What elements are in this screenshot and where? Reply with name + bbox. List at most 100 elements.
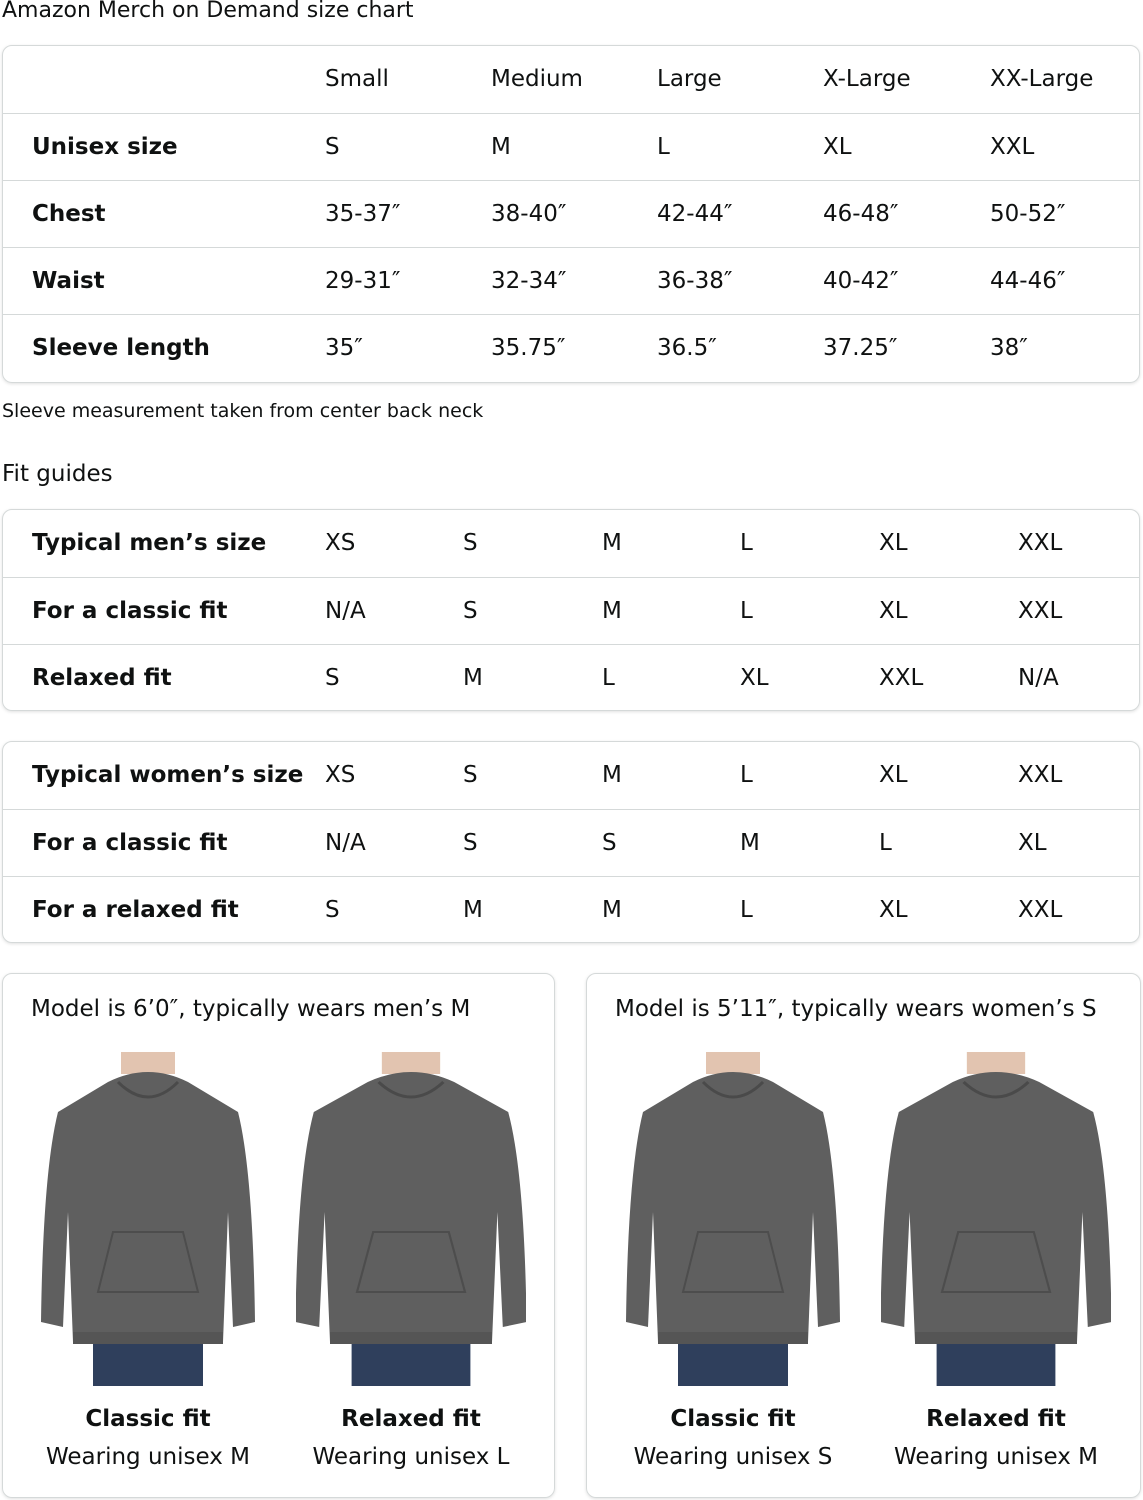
table-cell: L xyxy=(879,830,892,856)
table-cell: XL xyxy=(879,897,908,923)
hoodie-model-photo xyxy=(880,1052,1112,1386)
table-cell: M xyxy=(491,134,511,160)
fit-label: Classic fit xyxy=(670,1406,796,1432)
table-cell: XXL xyxy=(1018,897,1063,923)
table-cell: XL xyxy=(823,134,852,160)
hoodie-model-photo xyxy=(618,1052,848,1386)
table-cell: N/A xyxy=(325,598,366,624)
table-cell: M xyxy=(463,665,483,691)
wearing-size: Wearing unisex L xyxy=(312,1444,510,1470)
row-label: For a classic fit xyxy=(32,830,228,856)
table-cell: S xyxy=(325,665,340,691)
table-cell: L xyxy=(602,665,615,691)
table-row: Chest 35-37″ 38-40″ 42-44″ 46-48″ 50-52″ xyxy=(3,180,1139,248)
table-cell: 35.75″ xyxy=(491,335,566,361)
column-header: Large xyxy=(657,66,722,92)
table-cell: 50-52″ xyxy=(990,201,1066,227)
column-header: X-Large xyxy=(823,66,911,92)
header-row: Small Medium Large X-Large XX-Large xyxy=(3,46,1139,113)
wearing-size: Wearing unisex M xyxy=(45,1444,250,1470)
table-cell: L xyxy=(740,897,753,923)
table-cell: XXL xyxy=(1018,762,1063,788)
table-cell: XL xyxy=(879,530,908,556)
table-row: Waist 29-31″ 32-34″ 36-38″ 40-42″ 44-46″ xyxy=(3,247,1139,315)
row-label: Typical men’s size xyxy=(32,530,267,556)
table-cell: L xyxy=(740,530,753,556)
size-table: Small Medium Large X-Large XX-Large Unisex si… xyxy=(2,45,1140,383)
table-cell: XXL xyxy=(1018,530,1063,556)
table-row: Unisex size S M L XL XXL xyxy=(3,113,1139,181)
table-cell: 32-34″ xyxy=(491,268,567,294)
table-cell: 38-40″ xyxy=(491,201,567,227)
table-cell: 35-37″ xyxy=(325,201,401,227)
fit-guides-title: Fit guides xyxy=(2,461,113,487)
row-label: Waist xyxy=(32,268,105,294)
row-label: Sleeve length xyxy=(32,335,210,361)
table-row: Relaxed fit S M L XL XXL N/A xyxy=(3,644,1139,710)
womens-model-panel: Model is 5’11″, typically wears women’s … xyxy=(586,973,1141,1498)
table-cell: S xyxy=(463,762,478,788)
table-cell: M xyxy=(463,897,483,923)
mens-fit-table: Typical men’s size XS S M L XL XXL For a classi… xyxy=(2,509,1140,711)
table-cell: 44-46″ xyxy=(990,268,1066,294)
row-label: Chest xyxy=(32,201,106,227)
table-cell: 46-48″ xyxy=(823,201,899,227)
table-cell: 40-42″ xyxy=(823,268,899,294)
table-cell: M xyxy=(602,530,622,556)
table-cell: M xyxy=(602,598,622,624)
model-caption: Model is 6’0″, typically wears men’s M xyxy=(31,996,471,1022)
table-row: Typical women’s size XS S M L XL XXL xyxy=(3,742,1139,809)
table-cell: M xyxy=(602,762,622,788)
table-cell: XS xyxy=(325,530,356,556)
table-cell: N/A xyxy=(325,830,366,856)
womens-fit-table: Typical women’s size XS S M L XL XXL For a clas… xyxy=(2,741,1140,943)
table-cell: XL xyxy=(879,598,908,624)
table-cell: 42-44″ xyxy=(657,201,733,227)
table-cell: 37.25″ xyxy=(823,335,898,361)
table-cell: XS xyxy=(325,762,356,788)
row-label: Unisex size xyxy=(32,134,178,160)
table-cell: M xyxy=(740,830,760,856)
table-cell: S xyxy=(463,598,478,624)
table-cell: S xyxy=(602,830,617,856)
mens-model-panel: Model is 6’0″, typically wears men’s M C… xyxy=(2,973,555,1498)
table-cell: XXL xyxy=(1018,598,1063,624)
table-cell: 29-31″ xyxy=(325,268,401,294)
row-label: Typical women’s size xyxy=(32,762,304,788)
table-cell: XXL xyxy=(879,665,924,691)
table-cell: 36-38″ xyxy=(657,268,733,294)
table-cell: L xyxy=(657,134,670,160)
table-row: For a classic fit N/A S S M L XL xyxy=(3,809,1139,877)
table-cell: N/A xyxy=(1018,665,1059,691)
table-cell: 36.5″ xyxy=(657,335,717,361)
fit-label: Classic fit xyxy=(85,1406,211,1432)
hoodie-model-photo xyxy=(295,1052,527,1386)
sleeve-note: Sleeve measurement taken from center bac… xyxy=(2,400,484,422)
table-cell: L xyxy=(740,598,753,624)
table-row: For a classic fit N/A S M L XL XXL xyxy=(3,577,1139,645)
table-cell: S xyxy=(463,830,478,856)
table-cell: S xyxy=(325,134,340,160)
column-header: Medium xyxy=(491,66,583,92)
row-label: For a classic fit xyxy=(32,598,228,624)
table-cell: S xyxy=(325,897,340,923)
table-row: Sleeve length 35″ 35.75″ 36.5″ 37.25″ 38″ xyxy=(3,314,1139,382)
table-cell: XL xyxy=(879,762,908,788)
column-header: XX-Large xyxy=(990,66,1094,92)
table-row: For a relaxed fit S M M L XL XXL xyxy=(3,876,1139,942)
column-header: Small xyxy=(325,66,389,92)
table-cell: 38″ xyxy=(990,335,1028,361)
table-cell: XL xyxy=(740,665,769,691)
table-row: Typical men’s size XS S M L XL XXL xyxy=(3,510,1139,577)
table-cell: 35″ xyxy=(325,335,363,361)
table-cell: L xyxy=(740,762,753,788)
table-cell: XXL xyxy=(990,134,1035,160)
fit-label: Relaxed fit xyxy=(341,1406,481,1432)
hoodie-model-photo xyxy=(33,1052,263,1386)
row-label: Relaxed fit xyxy=(32,665,172,691)
table-cell: XL xyxy=(1018,830,1047,856)
table-cell: M xyxy=(602,897,622,923)
fit-label: Relaxed fit xyxy=(926,1406,1066,1432)
chart-title: Amazon Merch on Demand size chart xyxy=(2,0,414,23)
table-cell: S xyxy=(463,530,478,556)
